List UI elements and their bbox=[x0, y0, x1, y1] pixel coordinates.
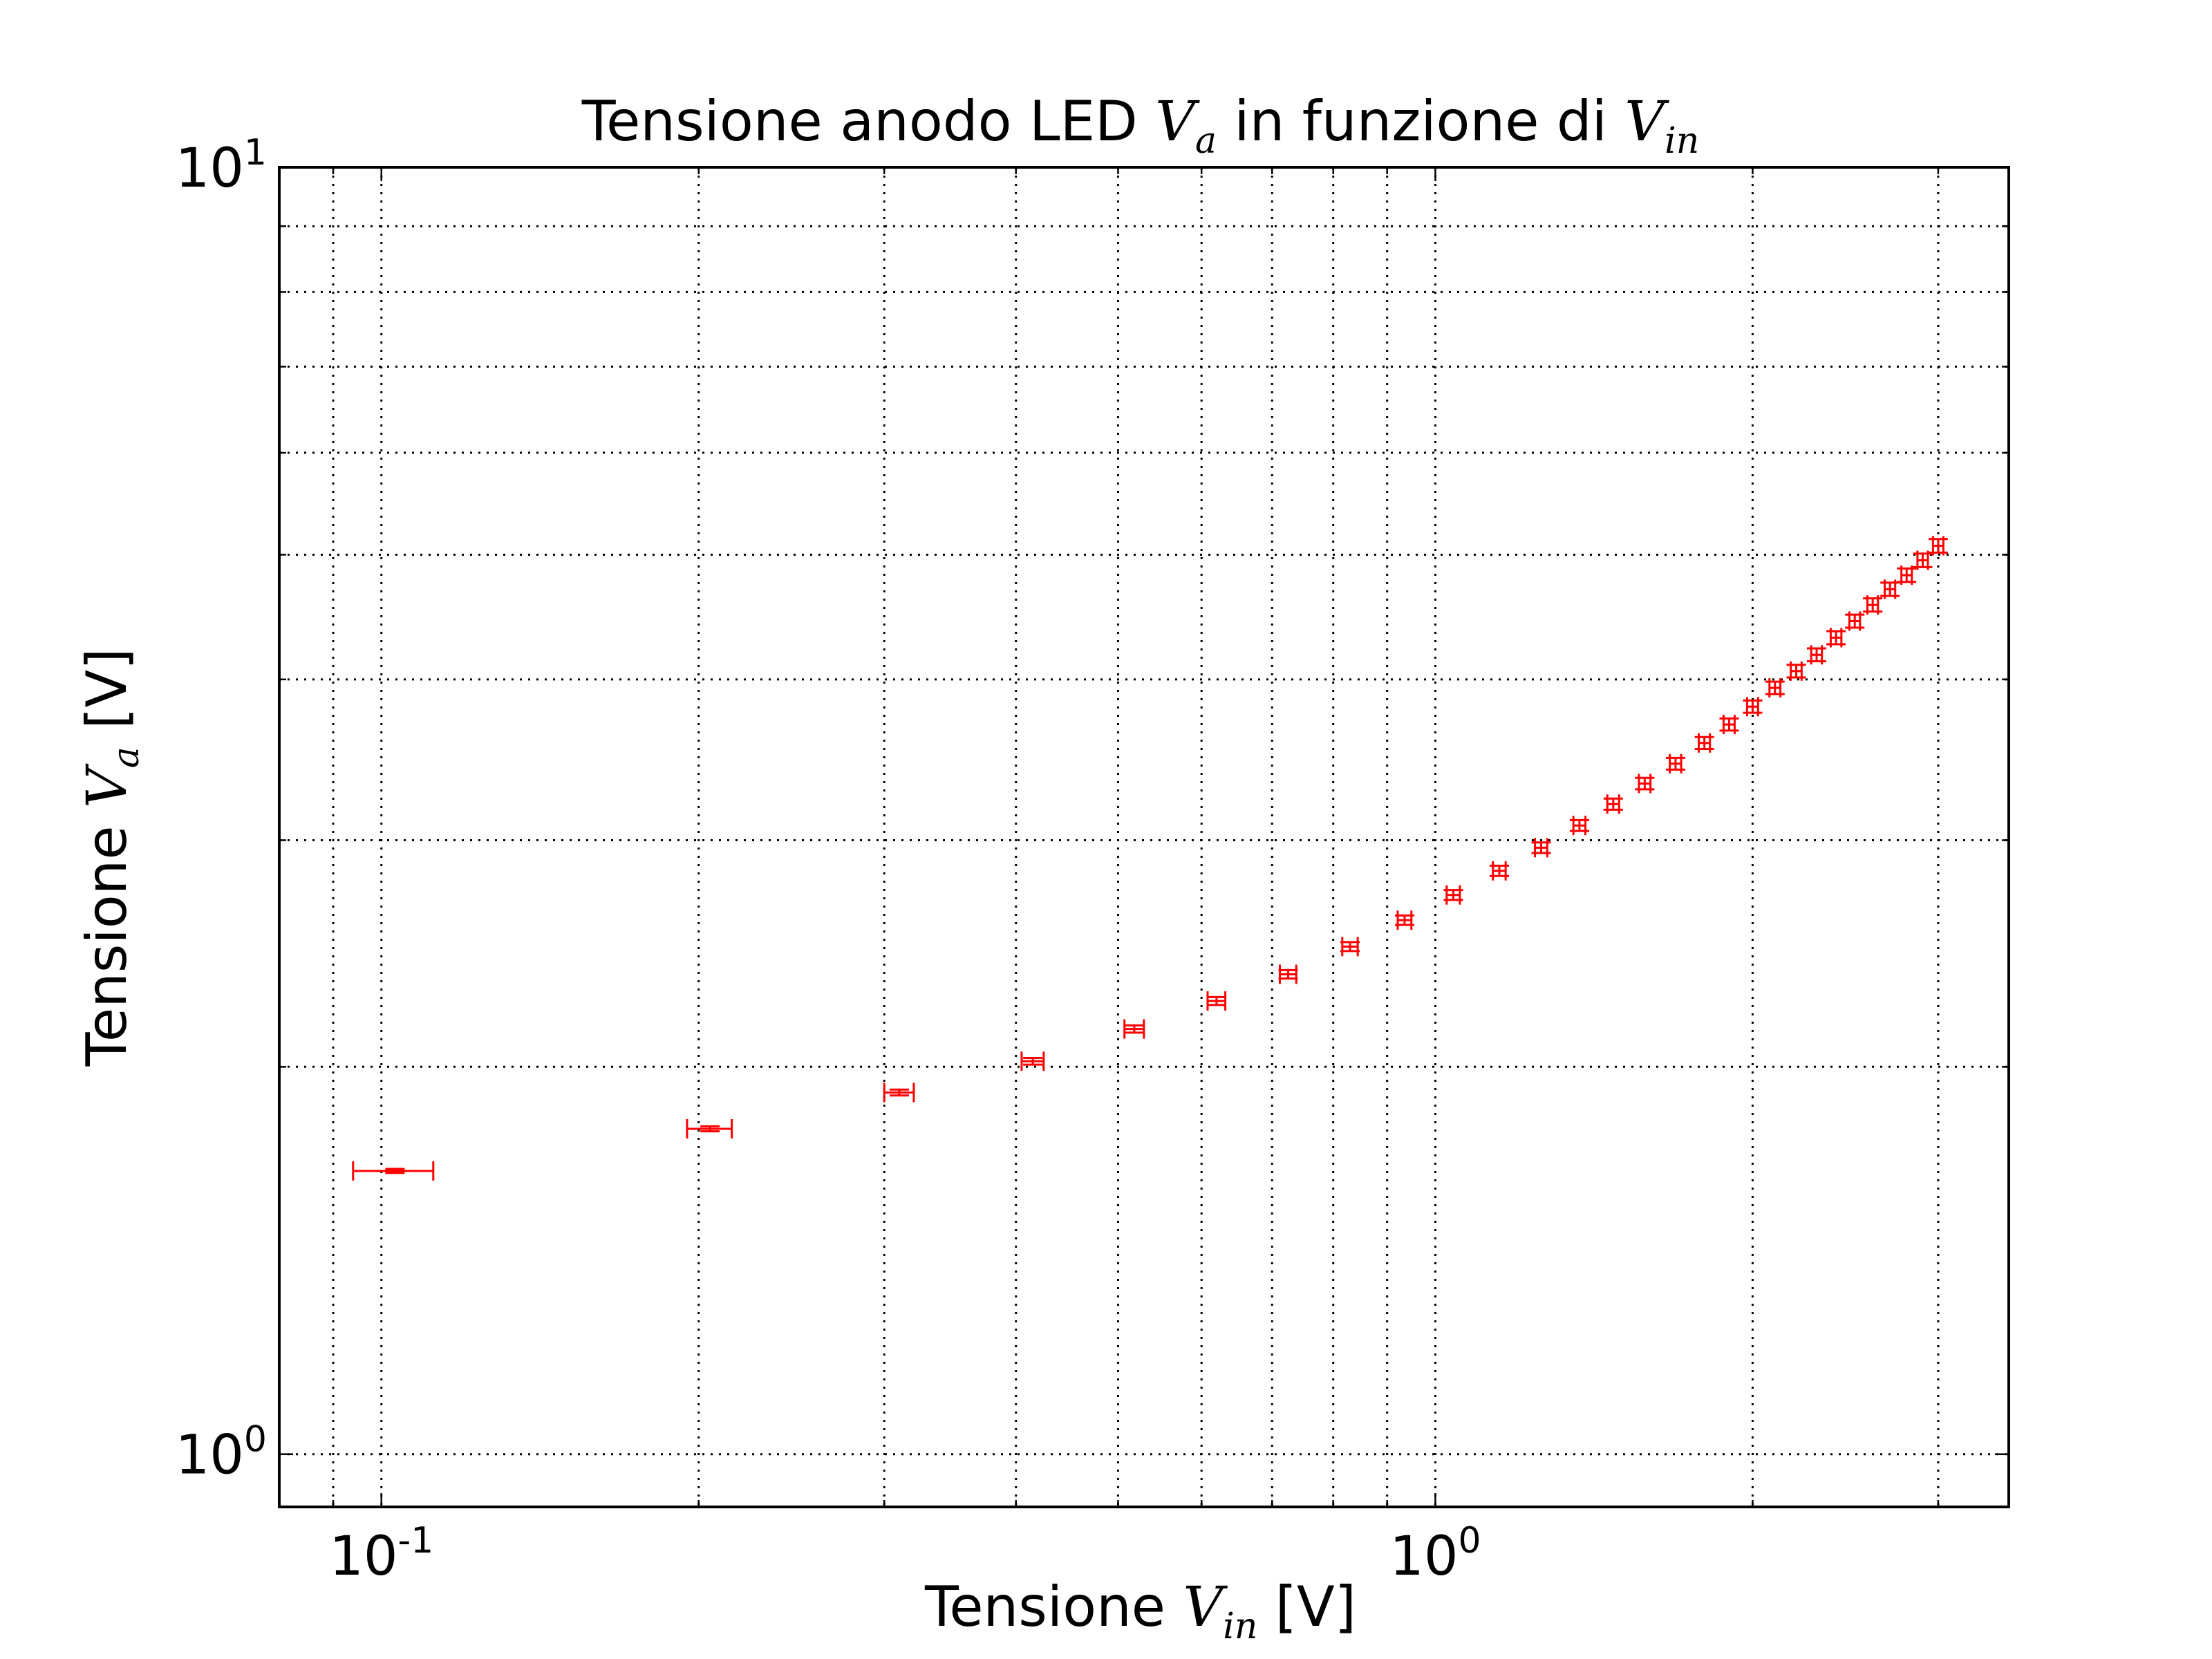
data-point bbox=[1490, 861, 1510, 881]
data-point bbox=[1786, 661, 1806, 681]
chart-title: Tensione anodo LED Va in funzione di Vin bbox=[581, 89, 1699, 162]
data-point bbox=[1206, 991, 1227, 1011]
data-point bbox=[1826, 628, 1846, 648]
data-point bbox=[1845, 611, 1865, 631]
y-tick-label: 100 bbox=[176, 1419, 267, 1487]
data-point bbox=[1665, 753, 1685, 774]
data-point bbox=[1603, 794, 1623, 814]
y-tick-label: 101 bbox=[176, 132, 267, 200]
data-point bbox=[1806, 645, 1826, 665]
x-tick-label: 10-1 bbox=[329, 1520, 433, 1588]
x-tick-label: 100 bbox=[1389, 1520, 1481, 1588]
data-points bbox=[352, 536, 1948, 1181]
data-point bbox=[1394, 910, 1414, 930]
data-point bbox=[1123, 1019, 1145, 1039]
data-point bbox=[352, 1161, 435, 1181]
data-point bbox=[1863, 595, 1883, 615]
data-point bbox=[1719, 715, 1739, 735]
y-axis-label: Tensione Va [V] bbox=[75, 648, 147, 1067]
data-point bbox=[1340, 937, 1360, 957]
data-point bbox=[1020, 1051, 1045, 1071]
data-point bbox=[1880, 579, 1900, 599]
tick-labels: 10-1 100 100 101 bbox=[176, 132, 1481, 1588]
data-point bbox=[1765, 678, 1785, 698]
data-point bbox=[1635, 774, 1655, 794]
data-point bbox=[1928, 536, 1948, 556]
plot-frame bbox=[278, 166, 2010, 1508]
data-point bbox=[1897, 565, 1917, 585]
data-point bbox=[1694, 733, 1714, 753]
data-point bbox=[883, 1082, 915, 1103]
data-point bbox=[1443, 885, 1463, 905]
data-point bbox=[1531, 838, 1551, 858]
data-point bbox=[686, 1118, 733, 1138]
data-point bbox=[1569, 816, 1589, 836]
data-point bbox=[1278, 964, 1298, 984]
data-point bbox=[1743, 697, 1763, 717]
x-axis-label: Tensione Vin [V] bbox=[924, 1575, 1356, 1647]
